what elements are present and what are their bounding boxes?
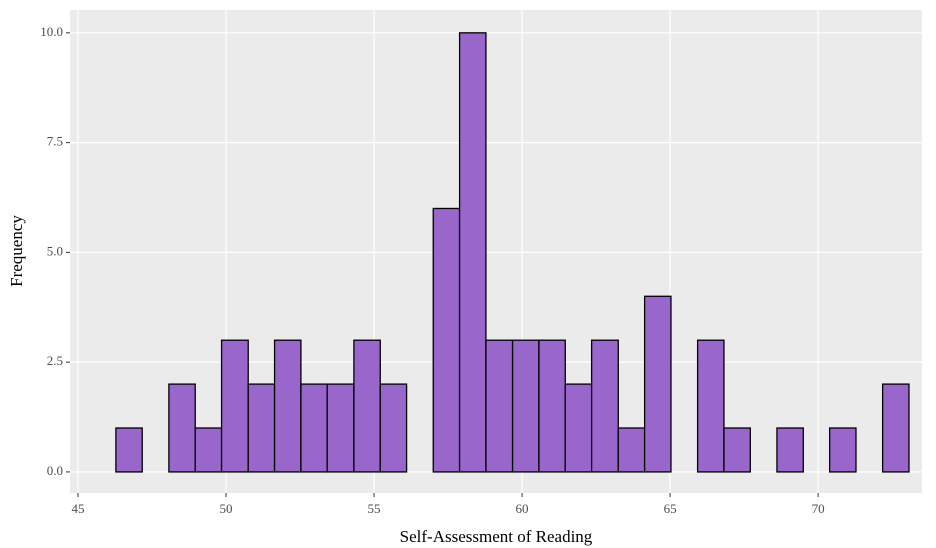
y-tick-label: 5.0 — [47, 243, 63, 258]
bar — [300, 383, 328, 473]
bar — [220, 339, 249, 473]
x-tick-label: 60 — [516, 501, 529, 516]
bar — [538, 339, 566, 473]
bar — [617, 427, 646, 473]
bar — [432, 207, 461, 473]
x-tick-label: 55 — [368, 501, 381, 516]
x-tick-label: 70 — [812, 501, 825, 516]
bar — [590, 339, 619, 473]
bar — [353, 339, 381, 473]
bar — [776, 427, 804, 473]
bar — [511, 339, 540, 473]
bar — [696, 339, 725, 473]
bar — [273, 339, 302, 473]
bar — [115, 427, 143, 473]
x-tick-label: 45 — [71, 501, 84, 516]
y-tick-label: 0.0 — [47, 463, 63, 478]
bar — [485, 339, 514, 473]
bar — [643, 295, 672, 473]
bar — [881, 383, 910, 473]
y-tick-label: 2.5 — [47, 353, 63, 368]
x-tick-label: 65 — [664, 501, 677, 516]
bar — [379, 383, 408, 473]
y-tick-label: 10.0 — [40, 24, 63, 39]
bar — [458, 32, 487, 473]
bar — [723, 427, 751, 473]
y-axis-title: Frequency — [7, 215, 26, 287]
x-tick-label: 50 — [220, 501, 233, 516]
bar — [194, 427, 223, 473]
bar — [247, 383, 276, 473]
bar — [828, 427, 857, 473]
bar — [326, 383, 355, 473]
x-axis-title: Self-Assessment of Reading — [400, 527, 593, 546]
bar — [564, 383, 593, 473]
y-tick-label: 7.5 — [47, 134, 63, 149]
bar — [168, 383, 196, 473]
